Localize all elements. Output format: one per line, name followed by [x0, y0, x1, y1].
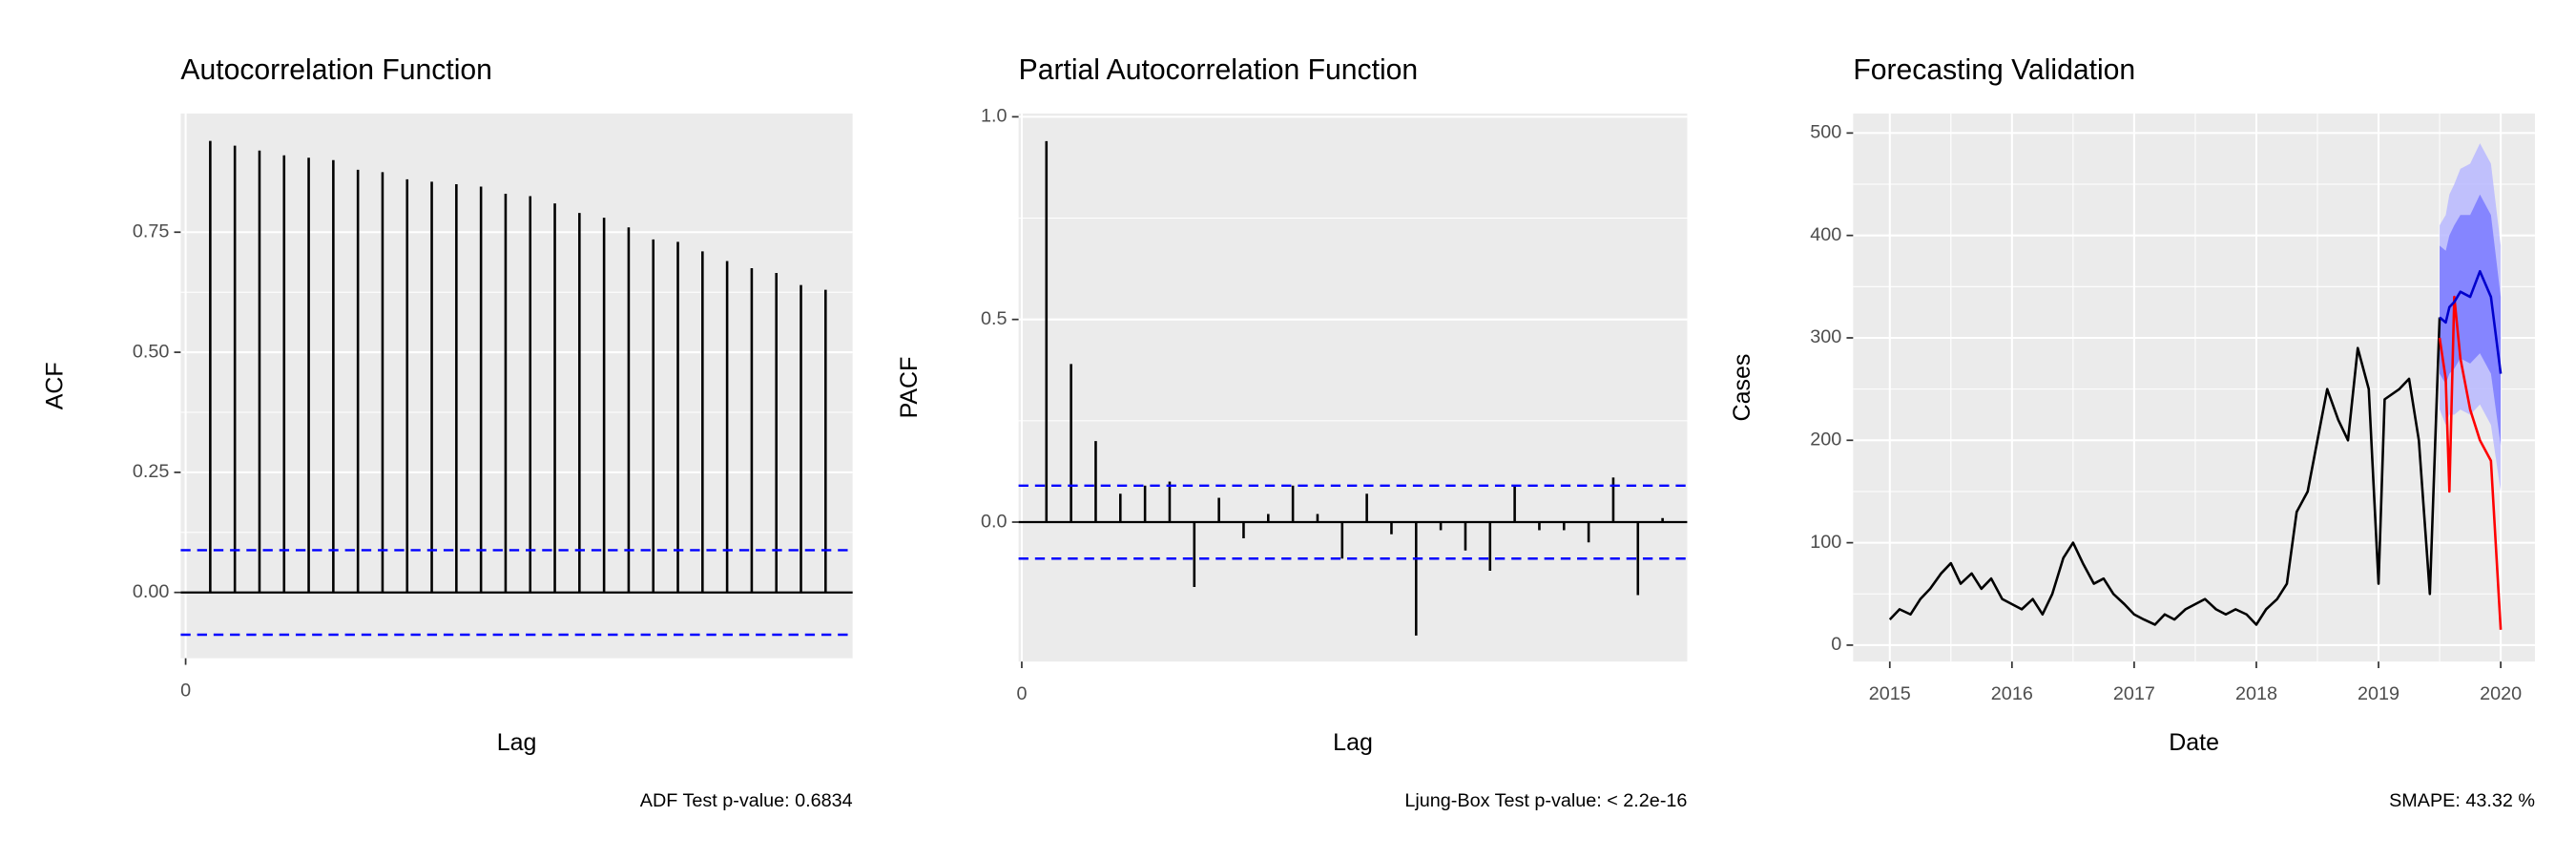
- y-tick-label: 200: [1810, 430, 1841, 450]
- y-tick-label: 1.0: [981, 106, 1008, 127]
- series-line: [2439, 269, 2503, 374]
- caption: Ljung-Box Test p-value: < 2.2e-16: [1404, 790, 1687, 811]
- x-tick-label: 2015: [1869, 683, 1911, 704]
- panel-background: [1853, 113, 2535, 662]
- y-tick-label: 300: [1810, 326, 1841, 347]
- chart-title: Forecasting Validation: [1853, 54, 2135, 86]
- y-axis-label: PACF: [896, 357, 923, 419]
- x-tick-label: 2017: [2113, 683, 2155, 704]
- y-tick-label: 0.0: [981, 511, 1008, 532]
- y-tick-label: 500: [1810, 122, 1841, 143]
- chart-panel: 0 100 200 300 400 500 2015 2016 2017 2018 2019 2020…: [1729, 54, 2535, 811]
- y-tick-label: 0.75: [133, 220, 170, 241]
- x-axis-label: Lag: [497, 729, 537, 756]
- y-tick-label: 0.25: [133, 461, 170, 482]
- chart-panel: 0.00 0.25 0.50 0.75 0 Autocorrelation Functio…: [41, 54, 853, 811]
- series-line: [2438, 295, 2503, 630]
- x-tick-label: 0: [1016, 683, 1027, 704]
- y-tick-label: 0.50: [133, 341, 170, 362]
- y-tick-label: 0.5: [981, 308, 1008, 329]
- x-tick-label: 2020: [2480, 683, 2522, 704]
- panel-background: [180, 113, 853, 659]
- chart-panel: 0.0 0.5 1.0 0 Partial Autocorrelation Functi…: [896, 54, 1688, 811]
- x-tick-label: 2019: [2358, 683, 2399, 704]
- x-tick-label: 0: [180, 680, 191, 701]
- x-tick-label: 2018: [2235, 683, 2277, 704]
- y-axis-label: Cases: [1729, 354, 1755, 422]
- y-tick-label: 0: [1831, 634, 1841, 655]
- panel-background: [1018, 113, 1688, 662]
- chart-title: Partial Autocorrelation Function: [1019, 54, 1419, 86]
- caption: SMAPE: 43.32 %: [2389, 790, 2535, 811]
- chart-title: Autocorrelation Function: [180, 54, 492, 86]
- series-line: [1888, 317, 2441, 626]
- y-axis-label: ACF: [41, 362, 68, 409]
- y-tick-label: 0.00: [133, 581, 170, 602]
- x-tick-label: 2016: [1991, 683, 2033, 704]
- y-tick-label: 100: [1810, 532, 1841, 553]
- caption: ADF Test p-value: 0.6834: [640, 790, 853, 811]
- prediction-band: [2440, 194, 2502, 446]
- y-tick-label: 400: [1810, 224, 1841, 245]
- x-axis-label: Lag: [1333, 729, 1373, 756]
- x-axis-label: Date: [2169, 729, 2219, 756]
